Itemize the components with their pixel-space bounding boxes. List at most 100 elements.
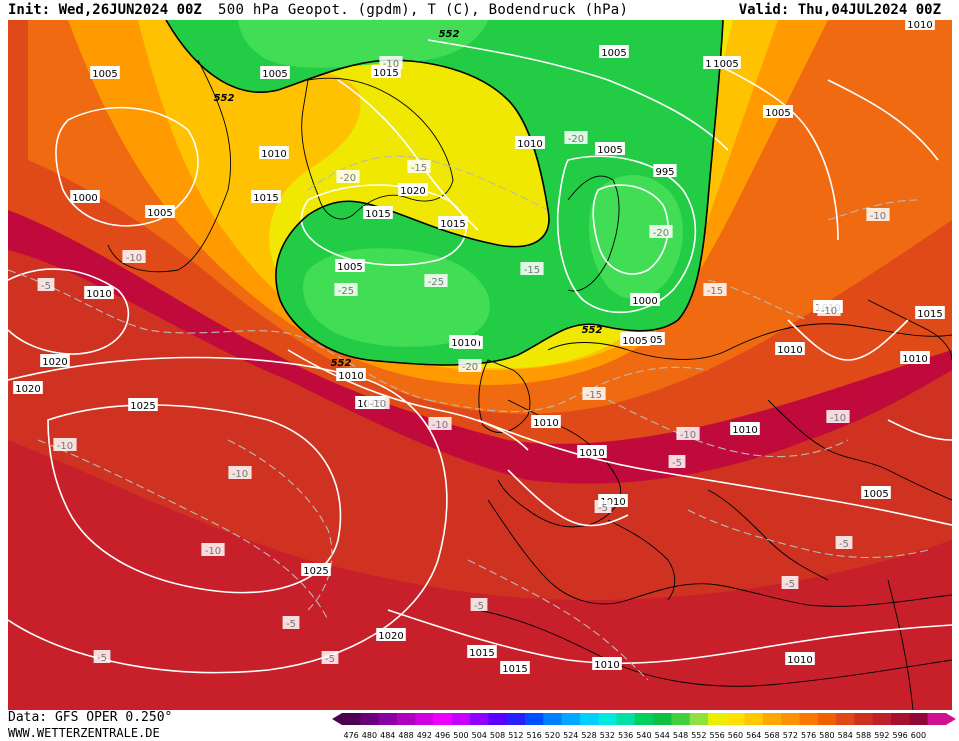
temperature-label: -20 xyxy=(649,225,673,239)
legend-tick-label: 500 xyxy=(453,731,468,740)
pressure-label: 1010 xyxy=(577,445,607,459)
legend-tick-label: 556 xyxy=(710,731,725,740)
legend-swatch xyxy=(378,713,398,725)
pressure-label: 1005 xyxy=(763,105,793,119)
legend-tick-label: 524 xyxy=(563,731,578,740)
site-url[interactable]: WWW.WETTERZENTRALE.DE xyxy=(8,726,160,740)
data-source: Data: GFS OPER 0.250° xyxy=(8,710,173,725)
svg-text:1020: 1020 xyxy=(15,384,40,395)
svg-text:-5: -5 xyxy=(97,653,107,664)
legend-tick-label: 564 xyxy=(746,731,761,740)
temperature-label: -5 xyxy=(93,650,111,664)
legend-tick-label: 496 xyxy=(435,731,450,740)
pressure-label: 1005 xyxy=(90,66,120,80)
valid-time: Valid: Thu,04JUL2024 00Z xyxy=(738,2,941,18)
svg-text:-10: -10 xyxy=(205,546,221,557)
pressure-label: 1010 xyxy=(336,368,366,382)
legend-swatch xyxy=(854,713,874,725)
temperature-label: -5 xyxy=(668,455,686,469)
svg-text:-15: -15 xyxy=(586,390,602,401)
temperature-label: -10 xyxy=(676,427,700,441)
svg-text:1010: 1010 xyxy=(579,448,604,459)
svg-text:1005: 1005 xyxy=(147,208,172,219)
legend-swatch xyxy=(909,713,929,725)
svg-text:1010: 1010 xyxy=(86,289,111,300)
svg-text:1025: 1025 xyxy=(130,401,155,412)
legend-swatch xyxy=(762,713,782,725)
pressure-label: 1005 xyxy=(335,259,365,273)
pressure-label: 1015 xyxy=(500,661,530,675)
legend-swatch xyxy=(781,713,800,725)
legend-tick-label: 580 xyxy=(819,731,834,740)
temperature-label: -5 xyxy=(37,278,55,292)
temperature-label: -25 xyxy=(424,274,448,288)
legend-swatch xyxy=(543,713,563,725)
temperature-label: -20 xyxy=(336,170,360,184)
svg-text:-10: -10 xyxy=(57,441,73,452)
legend-swatch xyxy=(927,713,947,725)
pressure-label: 1015 xyxy=(251,190,281,204)
pressure-label: 1005 xyxy=(711,56,741,70)
svg-text:-5: -5 xyxy=(286,619,296,630)
legend-tick-label: 600 xyxy=(911,731,926,740)
pressure-label: 1010 xyxy=(515,136,545,150)
temperature-label: -5 xyxy=(321,651,339,665)
temperature-label: -5 xyxy=(282,616,300,630)
svg-text:1015: 1015 xyxy=(469,648,494,659)
pressure-label: 1010 xyxy=(785,652,815,666)
svg-text:-5: -5 xyxy=(839,539,849,550)
pressure-label: 1010 xyxy=(592,657,622,671)
geopotential-label: 552 xyxy=(214,93,235,104)
legend-swatch xyxy=(653,713,672,725)
pressure-label: 1015 xyxy=(915,306,945,320)
pressure-label: 1010 xyxy=(900,351,930,365)
svg-text:1010: 1010 xyxy=(777,345,802,356)
geopotential-label: 552 xyxy=(439,29,460,40)
svg-text:1015: 1015 xyxy=(502,664,527,675)
pressure-label: 1000 xyxy=(630,293,660,307)
geopotential-label: 552 xyxy=(331,358,352,369)
temperature-label: -15 xyxy=(520,262,544,276)
legend-tick-label: 488 xyxy=(398,731,413,740)
svg-text:1015: 1015 xyxy=(373,68,398,79)
svg-text:-5: -5 xyxy=(41,281,51,292)
legend-swatch xyxy=(744,713,764,725)
svg-text:995: 995 xyxy=(655,167,674,178)
svg-text:1005: 1005 xyxy=(863,489,888,500)
legend-tick-label: 532 xyxy=(600,731,615,740)
temperature-label: -10 xyxy=(379,56,403,70)
svg-text:1020: 1020 xyxy=(378,631,403,642)
pressure-label: 1005 xyxy=(861,486,891,500)
svg-text:1010: 1010 xyxy=(907,20,932,31)
svg-text:1000: 1000 xyxy=(632,296,657,307)
legend-swatch xyxy=(525,713,544,725)
svg-text:1015: 1015 xyxy=(365,209,390,220)
temperature-label: -5 xyxy=(594,500,612,514)
legend-tick-label: 588 xyxy=(856,731,871,740)
legend-tick-label: 480 xyxy=(362,731,377,740)
svg-text:-10: -10 xyxy=(370,399,386,410)
svg-text:1000: 1000 xyxy=(72,193,97,204)
pressure-label: 1015 xyxy=(363,206,393,220)
svg-text:-10: -10 xyxy=(821,306,837,317)
legend-swatch xyxy=(396,713,416,725)
temperature-label: -15 xyxy=(582,387,606,401)
svg-text:1010: 1010 xyxy=(902,354,927,365)
pressure-label: 1010 xyxy=(84,286,114,300)
legend-tick-label: 484 xyxy=(380,731,395,740)
pressure-label: 1005 xyxy=(260,66,290,80)
pressure-label: 1005 xyxy=(145,205,175,219)
temperature-label: -10 xyxy=(228,466,252,480)
legend-tick-label: 576 xyxy=(801,731,816,740)
temperature-label: -10 xyxy=(366,396,390,410)
legend-swatch xyxy=(415,713,434,725)
svg-text:1025: 1025 xyxy=(303,566,328,577)
init-time: Init: Wed,26JUN2024 00Z xyxy=(8,2,202,18)
pressure-label: 1025 xyxy=(301,563,331,577)
legend-tick-label: 504 xyxy=(472,731,487,740)
legend-tick-label: 540 xyxy=(636,731,651,740)
legend-swatch xyxy=(689,713,709,725)
temperature-label: -10 xyxy=(817,303,841,317)
pressure-label: 1020 xyxy=(40,354,70,368)
legend-swatch xyxy=(579,713,599,725)
